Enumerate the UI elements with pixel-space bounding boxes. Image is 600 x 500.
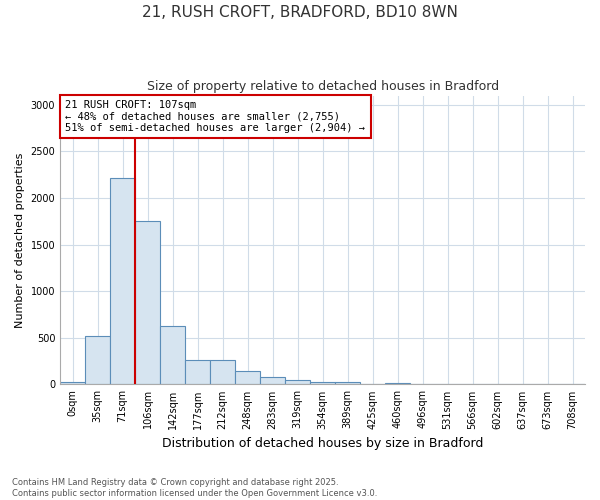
Bar xyxy=(260,378,285,384)
Bar xyxy=(285,380,310,384)
Bar xyxy=(135,222,160,384)
Bar xyxy=(160,326,185,384)
Bar xyxy=(210,360,235,384)
Bar xyxy=(185,360,210,384)
Title: Size of property relative to detached houses in Bradford: Size of property relative to detached ho… xyxy=(146,80,499,93)
X-axis label: Distribution of detached houses by size in Bradford: Distribution of detached houses by size … xyxy=(162,437,483,450)
Text: Contains HM Land Registry data © Crown copyright and database right 2025.
Contai: Contains HM Land Registry data © Crown c… xyxy=(12,478,377,498)
Bar xyxy=(235,372,260,384)
Bar xyxy=(110,178,135,384)
Bar xyxy=(385,382,410,384)
Y-axis label: Number of detached properties: Number of detached properties xyxy=(15,152,25,328)
Text: 21, RUSH CROFT, BRADFORD, BD10 8WN: 21, RUSH CROFT, BRADFORD, BD10 8WN xyxy=(142,5,458,20)
Bar xyxy=(310,382,335,384)
Bar xyxy=(335,382,360,384)
Bar xyxy=(85,336,110,384)
Bar xyxy=(60,382,85,384)
Text: 21 RUSH CROFT: 107sqm
← 48% of detached houses are smaller (2,755)
51% of semi-d: 21 RUSH CROFT: 107sqm ← 48% of detached … xyxy=(65,100,365,133)
